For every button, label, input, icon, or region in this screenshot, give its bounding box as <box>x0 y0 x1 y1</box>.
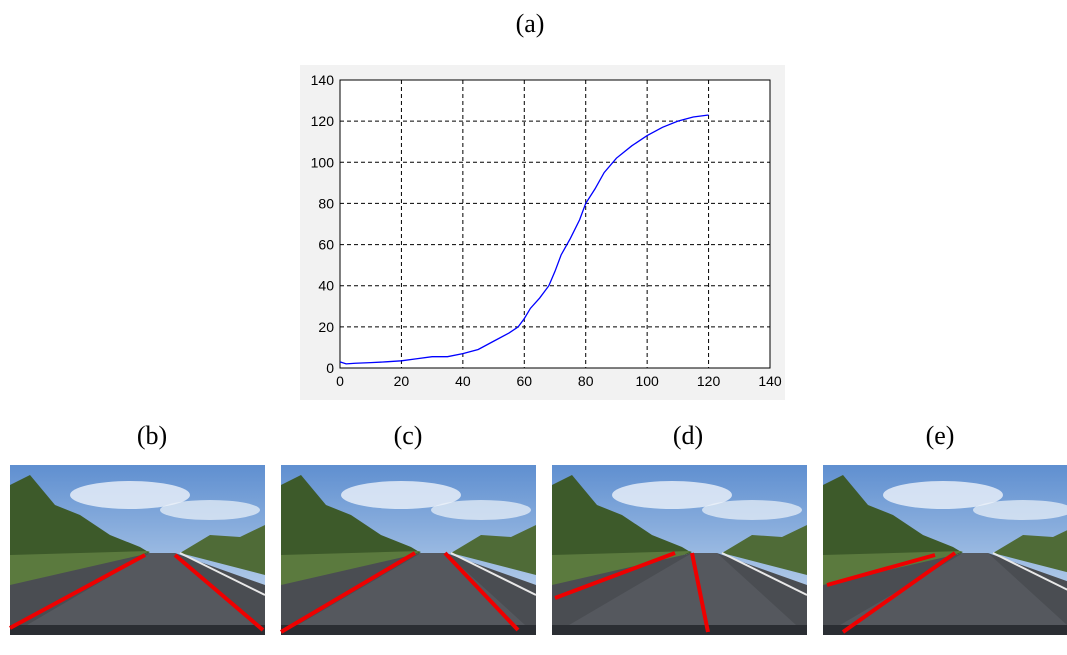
x-tick-label: 100 <box>635 373 659 389</box>
x-tick-label: 0 <box>336 373 344 389</box>
x-tick-label: 80 <box>578 373 594 389</box>
x-tick-label: 120 <box>697 373 721 389</box>
y-tick-label: 60 <box>318 237 334 253</box>
x-tick-label: 40 <box>455 373 471 389</box>
y-tick-label: 80 <box>318 195 334 211</box>
plot-frame <box>339 79 771 369</box>
panel-label: (a) <box>516 9 545 38</box>
road-image <box>9 464 266 636</box>
x-tick-label: 60 <box>516 373 532 389</box>
road-image <box>822 464 1067 636</box>
y-tick-label: 120 <box>311 113 335 129</box>
y-tick-label: 20 <box>318 319 334 335</box>
plot-area <box>340 80 770 368</box>
x-tick-label: 140 <box>758 373 782 389</box>
x-tick-label: 20 <box>394 373 410 389</box>
road-image <box>551 464 808 636</box>
panel-label: (d) <box>673 421 703 450</box>
panel-label: (b) <box>137 421 167 450</box>
data-line <box>339 114 709 365</box>
y-tick-label: 140 <box>311 72 335 88</box>
y-tick-label: 0 <box>326 360 334 376</box>
y-tick-label: 100 <box>311 154 335 170</box>
y-tick-label: 40 <box>318 278 334 294</box>
road-image <box>279 464 537 636</box>
panel-label: (e) <box>926 421 955 450</box>
panel-label: (c) <box>394 421 423 450</box>
